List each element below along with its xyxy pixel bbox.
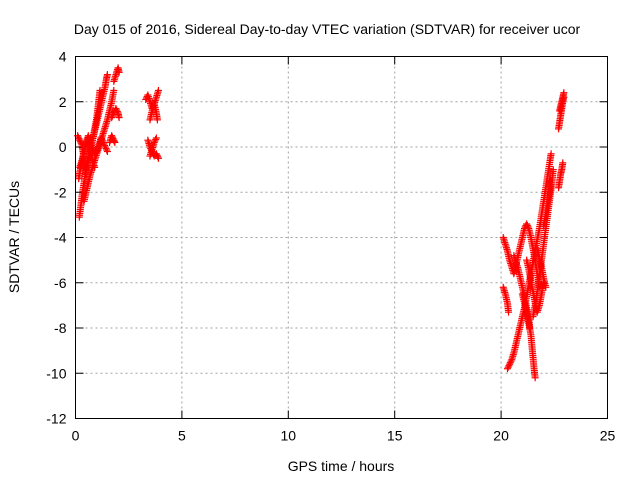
y-axis-label: SDTVAR / TECUs [6,181,22,293]
data-point [115,68,123,76]
data-point [504,363,512,371]
x-tick-label: 25 [600,428,616,444]
data-point [506,359,514,367]
data-point [154,86,162,94]
data-point [549,166,557,174]
x-tick-label: 5 [178,428,186,444]
y-tick-label: 4 [59,49,67,65]
y-tick-label: -4 [54,230,67,246]
data-point [77,139,85,147]
data-point [505,308,513,316]
data-point [154,153,162,161]
data-point [542,283,550,291]
data-point [547,177,555,185]
y-tick-label: -2 [54,184,67,200]
data-point [560,89,568,97]
data-point [152,135,160,143]
y-tick-label: -12 [46,411,66,427]
data-point [82,170,90,178]
data-point [103,148,111,156]
data-point [108,114,116,122]
data-point [108,133,116,141]
x-tick-label: 15 [387,428,403,444]
data-point [108,132,116,140]
y-tick-label: -10 [46,365,66,381]
data-point [523,221,531,229]
x-tick-label: 10 [281,428,297,444]
data-point [75,135,83,143]
data-point [154,154,162,162]
plot-frame [75,56,608,419]
data-point [110,86,118,94]
data-point [524,223,532,231]
x-axis-label: GPS time / hours [288,458,395,474]
data-point [74,133,82,141]
data-point [108,112,116,120]
data-point [101,143,109,151]
data-point [102,145,110,153]
data-point [112,105,120,113]
data-point [503,365,511,373]
data-point [113,106,121,114]
data-point [76,136,84,144]
data-point [111,138,119,146]
y-tick-label: -6 [54,275,67,291]
data-point [103,71,111,79]
data-point [115,114,123,122]
data-point [547,150,555,158]
x-tick-label: 20 [493,428,509,444]
data-point [151,137,159,145]
y-tick-label: 0 [59,139,67,155]
x-tick-label: 0 [72,428,80,444]
data-point [507,357,515,365]
y-tick-label: -8 [54,320,67,336]
data-point [152,134,160,142]
data-point [96,86,104,94]
data-point [113,108,121,116]
data-point [559,159,567,167]
data-point [150,138,158,146]
data-point [523,220,531,228]
data-point [506,360,514,368]
data-point [153,116,161,124]
data-point [103,146,111,154]
data-point [76,138,84,146]
data-point [153,151,161,159]
data-point [531,374,539,382]
data-point [505,362,513,370]
y-tick-label: 2 [59,94,67,110]
data-points [74,64,568,382]
grid-lines [75,56,608,419]
data-point [152,150,160,158]
chart-title: Day 015 of 2016, Sidereal Day-to-day VTE… [74,21,581,37]
